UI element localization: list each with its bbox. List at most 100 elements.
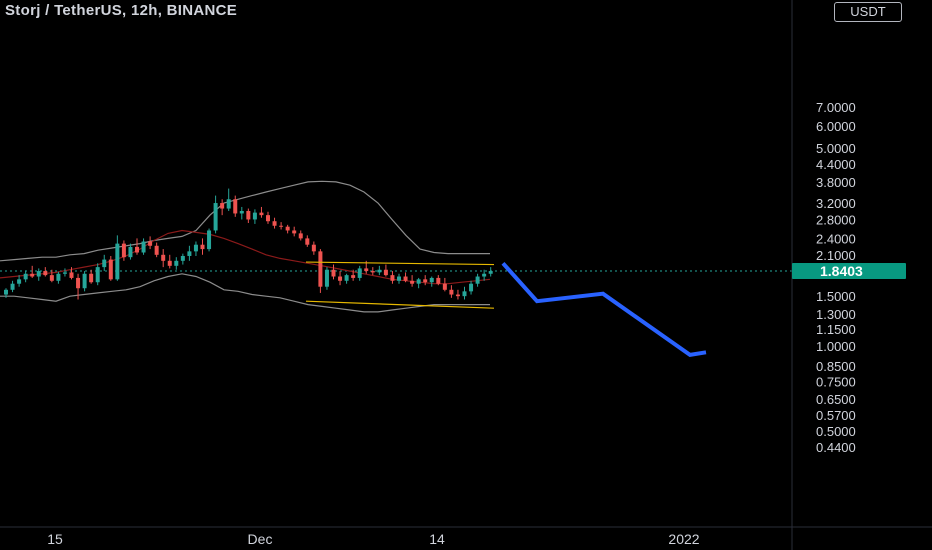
candle-down — [259, 212, 264, 216]
candle-up — [56, 273, 61, 281]
candle-up — [10, 283, 15, 290]
price-tick-label: 0.4400 — [816, 440, 856, 455]
candle-up — [23, 273, 28, 280]
candle-down — [331, 269, 336, 277]
channel-upper-line — [305, 261, 495, 266]
candle-down — [266, 215, 270, 222]
candle-up — [102, 259, 107, 268]
candle-up — [397, 276, 401, 281]
candle-down — [390, 275, 395, 281]
candle-down — [285, 226, 290, 231]
candle-up — [462, 291, 467, 297]
candle-down — [410, 280, 415, 284]
candle-up — [95, 267, 100, 283]
candle-down — [43, 271, 48, 276]
candle-down — [383, 269, 388, 276]
candle-down — [121, 243, 126, 258]
bollinger-bands — [0, 180, 491, 313]
price-tick-label: 4.4000 — [816, 157, 856, 172]
candle-down — [279, 225, 284, 227]
candle-down — [370, 271, 375, 273]
price-tick-label: 0.5700 — [816, 408, 856, 423]
candle-down — [108, 259, 113, 280]
price-tick-label: 1.3000 — [816, 307, 856, 322]
candles — [4, 188, 493, 300]
candle-up — [17, 279, 22, 284]
bollinger-basis — [0, 229, 491, 285]
candle-down — [246, 210, 251, 220]
candle-down — [135, 246, 139, 253]
candle-up — [141, 241, 146, 253]
candle-down — [423, 279, 428, 283]
candle-up — [174, 260, 179, 266]
candle-down — [442, 283, 447, 290]
price-tick-label: 1.0000 — [816, 339, 856, 354]
candle-up — [429, 277, 434, 283]
candle-up — [475, 276, 480, 284]
candle-up — [213, 203, 218, 231]
candle-down — [76, 277, 81, 289]
candle-up — [252, 212, 257, 220]
price-tick-label: 2.8000 — [816, 212, 856, 227]
plot-area[interactable] — [0, 180, 792, 358]
yellow-channel — [305, 261, 495, 309]
candle-up — [62, 272, 67, 274]
candle-up — [416, 279, 421, 284]
price-tick-label: 1.5000 — [816, 289, 856, 304]
price-tick-label: 5.0000 — [816, 141, 856, 156]
price-tick-label: 3.2000 — [816, 196, 856, 211]
price-tick-label: 1.1500 — [816, 322, 856, 337]
price-tick-label: 0.5000 — [816, 424, 856, 439]
candle-down — [272, 221, 277, 226]
candle-down — [292, 230, 297, 234]
candle-up — [357, 268, 362, 278]
candle-up — [344, 275, 349, 281]
channel-lower-line — [305, 300, 495, 309]
candle-up — [36, 271, 41, 277]
candle-down — [200, 244, 205, 250]
candle-down — [220, 203, 225, 209]
candle-down — [311, 244, 316, 252]
time-tick-label: Dec — [248, 531, 273, 547]
time-axis[interactable]: 15 Dec 14 2022 — [47, 531, 700, 547]
candle-up — [239, 210, 244, 214]
candle-down — [233, 199, 238, 214]
current-price-label: 1.8403 — [792, 263, 906, 280]
candle-up — [469, 283, 474, 292]
candle-up — [187, 251, 192, 256]
candle-up — [193, 244, 198, 252]
price-tick-label: 0.8500 — [816, 359, 856, 374]
candle-down — [403, 276, 408, 281]
candle-down — [351, 275, 356, 278]
time-tick-label: 14 — [429, 531, 445, 547]
candle-up — [482, 273, 487, 277]
candle-down — [89, 273, 94, 283]
candle-down — [30, 273, 35, 277]
price-tick-label: 7.0000 — [816, 100, 856, 115]
candle-up — [377, 269, 382, 273]
projection-path — [501, 261, 707, 358]
candle-up — [128, 246, 133, 258]
candle-up — [488, 271, 493, 274]
candle-down — [305, 238, 310, 245]
candle-up — [207, 230, 212, 250]
candle-up — [115, 243, 120, 280]
price-tick-label: 2.1000 — [816, 248, 856, 263]
bollinger-upper — [0, 180, 490, 262]
candle-down — [318, 251, 323, 287]
bollinger-lower — [0, 273, 490, 313]
candle-down — [148, 241, 153, 246]
candle-down — [449, 289, 454, 295]
currency-button[interactable]: USDT — [834, 2, 902, 22]
candle-down — [436, 277, 441, 284]
time-tick-label: 2022 — [668, 531, 699, 547]
candle-down — [364, 268, 369, 272]
candle-down — [455, 294, 460, 297]
candle-down — [49, 275, 54, 281]
symbol-title[interactable]: Storj / TetherUS, 12h, BINANCE — [5, 2, 238, 19]
price-tick-label: 3.8000 — [816, 175, 856, 190]
price-tick-label: 0.6500 — [816, 392, 856, 407]
candle-up — [226, 199, 231, 209]
